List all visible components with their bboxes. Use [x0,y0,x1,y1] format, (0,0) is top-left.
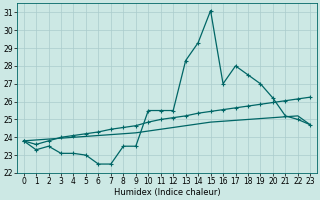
X-axis label: Humidex (Indice chaleur): Humidex (Indice chaleur) [114,188,220,197]
